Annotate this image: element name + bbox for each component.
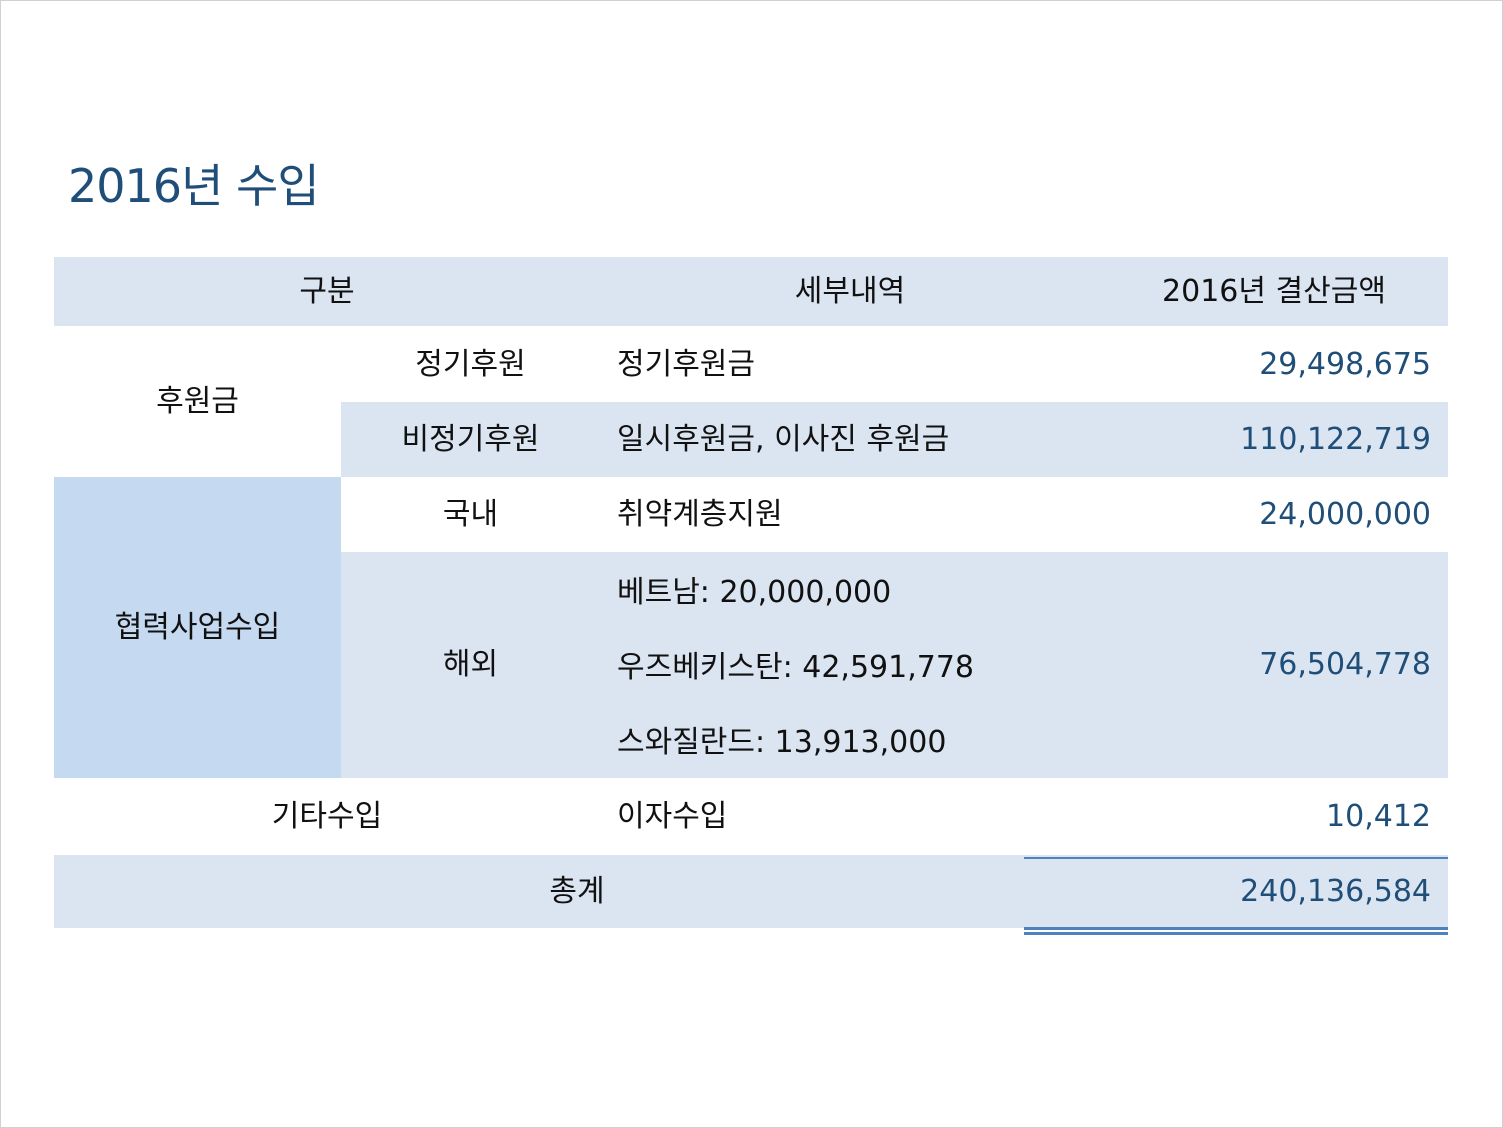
total-amount: 240,136,584 [1240,873,1431,909]
category-cooperation: 협력사업수입 [54,477,341,778]
page-title: 2016년 수입 [68,159,320,213]
detail-domestic: 취약계층지원 [617,496,783,532]
detail-other: 이자수입 [617,798,728,834]
total-double-rule-lower [1024,932,1448,935]
amount-overseas: 76,504,778 [1259,647,1431,682]
detail-regular-donation: 정기후원금 [617,346,755,382]
detail-overseas-swaziland: 스와질란드: 13,913,000 [617,724,947,760]
detail-irregular-donation: 일시후원금, 이사진 후원금 [617,421,950,457]
detail-overseas-vietnam: 베트남: 20,000,000 [617,574,892,610]
category-donations: 후원금 [156,384,239,419]
header-category: 구분 [54,257,600,326]
amount-other: 10,412 [1326,798,1431,834]
category-other: 기타수입 [271,798,383,834]
total-double-rule-upper [1024,927,1448,930]
row-overseas-bg [341,552,1448,778]
detail-overseas-list: 베트남: 20,000,000 우즈베키스탄: 42,591,778 스와질란드… [617,554,1047,780]
sub-overseas: 해외 [442,647,499,682]
sub-irregular-donation: 비정기후원 [401,421,540,457]
total-label: 총계 [549,873,605,909]
amount-regular-donation: 29,498,675 [1259,346,1431,382]
sub-regular-donation: 정기후원 [415,346,526,382]
amount-irregular-donation: 110,122,719 [1240,421,1431,457]
row-total-bg [54,855,1448,928]
header-detail: 세부내역 [600,257,1100,326]
total-top-rule [1024,857,1448,859]
header-amount: 2016년 결산금액 [1100,257,1448,326]
row-irregular-bg [341,402,1448,477]
amount-domestic: 24,000,000 [1259,496,1431,532]
detail-overseas-uzbekistan: 우즈베키스탄: 42,591,778 [617,649,975,685]
sub-domestic: 국내 [442,496,499,532]
